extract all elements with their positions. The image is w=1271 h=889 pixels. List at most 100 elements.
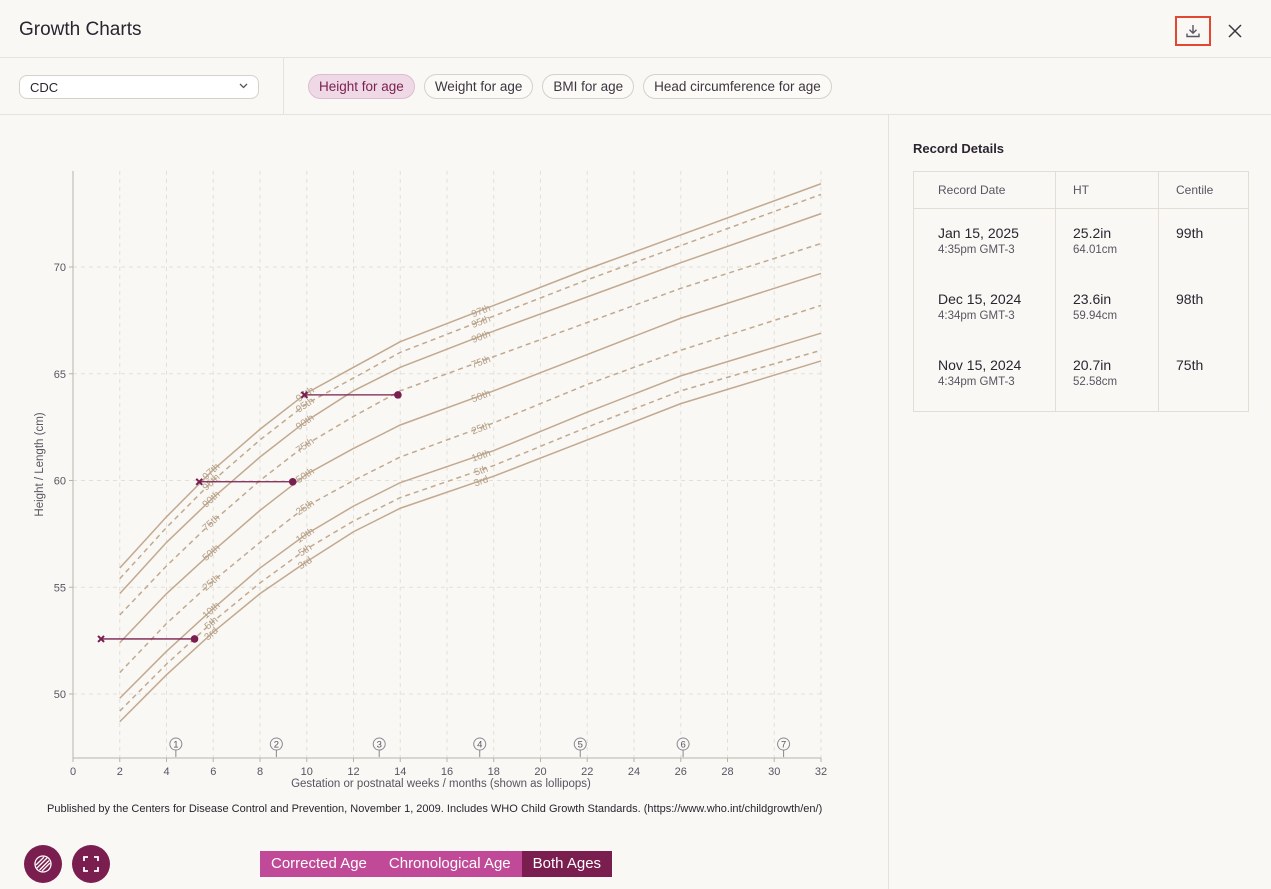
centile-label: 75th [294, 436, 316, 456]
y-axis-title: Height / Length (cm) [34, 412, 46, 516]
month-lollipop-label: 1 [173, 740, 178, 751]
y-tick-label: 70 [54, 262, 66, 274]
pattern-toggle-button[interactable] [24, 845, 62, 883]
centile-line-25th [119, 304, 822, 674]
centile-label: 10th [294, 526, 316, 546]
fullscreen-button[interactable] [72, 845, 110, 883]
centile-line-50th [119, 272, 822, 644]
growth-standard-select[interactable]: CDC [19, 75, 259, 99]
x-tick-label: 6 [210, 766, 216, 778]
y-tick-label: 55 [54, 582, 66, 594]
record-date-cell: Dec 15, 2024 4:34pm GMT-3 [913, 274, 1056, 341]
tab-head-circumference-for-age[interactable]: Head circumference for age [643, 74, 832, 99]
x-tick-label: 30 [768, 766, 780, 778]
chart-source-note: Published by the Centers for Disease Con… [47, 803, 823, 815]
corrected-age-point [300, 391, 309, 399]
chronological-age-point [190, 635, 199, 643]
download-button[interactable] [1175, 16, 1211, 46]
both-ages-button[interactable]: Both Ages [521, 851, 613, 877]
centile-label: 90th [294, 413, 316, 433]
age-mode-toggle: Corrected Age Chronological Age Both Age… [260, 851, 613, 877]
month-lollipop-head [676, 737, 690, 751]
centile-line-75th [119, 242, 822, 616]
page-title: Growth Charts [19, 19, 142, 40]
record-date: Jan 15, 2025 [938, 225, 1019, 241]
x-tick-label: 22 [581, 766, 593, 778]
record-time: 4:35pm GMT-3 [938, 244, 1015, 256]
tab-weight-for-age[interactable]: Weight for age [423, 74, 534, 99]
month-lollipop-head [372, 737, 386, 751]
centile-label: 75th [201, 513, 223, 534]
centile-cell: 99th [1158, 208, 1249, 275]
centile-line-5th [119, 349, 822, 712]
table-row[interactable]: Jan 15, 2025 4:35pm GMT-3 25.2in 64.01cm 9… [913, 208, 1249, 275]
x-tick-label: 18 [488, 766, 500, 778]
centile-label: 50th [470, 388, 492, 405]
height-cm: 59.94cm [1073, 309, 1118, 322]
x-tick-label: 24 [628, 766, 640, 778]
hatch-pattern-icon [34, 855, 52, 873]
month-lollipop-head [169, 737, 183, 751]
height-inches: 20.7in [1073, 356, 1112, 373]
column-header-record-date: Record Date [913, 171, 1056, 209]
corrected-age-button[interactable]: Corrected Age [260, 851, 378, 877]
column-header-ht: HT [1055, 171, 1159, 209]
growth-standard-value: CDC [30, 80, 59, 95]
y-tick-label: 60 [54, 476, 66, 488]
x-tick-label: 26 [675, 766, 687, 778]
chart-type-tabs: Height for age Weight for age BMI for ag… [308, 74, 832, 99]
corrected-age-point [195, 478, 203, 486]
centile-line-10th [119, 332, 822, 699]
x-tick-label: 10 [301, 766, 313, 778]
panel-divider [888, 115, 889, 889]
chronological-age-point [394, 391, 402, 399]
height-inches: 25.2in [1073, 225, 1112, 241]
centile-label: 5th [473, 464, 490, 479]
x-tick-label: 28 [721, 766, 733, 778]
x-tick-label: 20 [534, 766, 546, 778]
record-time: 4:34pm GMT-3 [938, 375, 1015, 388]
y-tick-label: 65 [54, 369, 66, 381]
chronological-age-button[interactable]: Chronological Age [377, 851, 522, 877]
x-tick-label: 32 [815, 766, 827, 778]
month-lollipop-head [777, 737, 791, 751]
height-inches: 23.6in [1073, 290, 1112, 307]
column-header-centile: Centile [1158, 171, 1249, 209]
month-lollipop-label: 7 [781, 740, 786, 751]
x-axis-title: Gestation or postnatal weeks / months (s… [291, 778, 591, 790]
height-cell: 25.2in 64.01cm [1055, 208, 1159, 275]
chronological-age-point [288, 477, 297, 486]
table-row[interactable]: Dec 15, 2024 4:34pm GMT-3 23.6in 59.94cm 9… [913, 274, 1249, 341]
table-row[interactable]: Nov 15, 2024 4:34pm GMT-3 20.7in 52.58cm 7… [913, 340, 1249, 412]
month-lollipop-head [269, 737, 283, 751]
month-lollipop-head [573, 737, 587, 751]
height-cm: 64.01cm [1073, 244, 1118, 256]
month-lollipop-label: 6 [680, 740, 685, 751]
tab-height-for-age[interactable]: Height for age [308, 74, 415, 99]
x-tick-label: 4 [163, 766, 169, 778]
x-tick-label: 0 [70, 766, 76, 778]
record-time: 4:34pm GMT-3 [938, 309, 1015, 322]
x-tick-label: 8 [257, 766, 263, 778]
record-date: Dec 15, 2024 [938, 290, 1022, 307]
record-details-table: Record Date HT Centile Jan 15, 2025 4:35p… [913, 171, 1249, 412]
expand-icon [83, 856, 99, 872]
chevron-down-icon [239, 83, 248, 89]
record-date-cell: Nov 15, 2024 4:34pm GMT-3 [913, 340, 1056, 412]
modal-header: Growth Charts [0, 0, 1271, 58]
month-lollipop-head [473, 737, 487, 751]
toolbar-divider [283, 58, 284, 115]
centile-label: 10th [470, 448, 492, 465]
close-button[interactable] [1223, 19, 1247, 43]
centile-label: 75th [470, 354, 492, 371]
centile-label: 3rd [296, 555, 314, 572]
x-tick-label: 12 [347, 766, 359, 778]
growth-chart: 0 2 4 6 8 10 12 14 16 18 20 22 24 26 28 30 325055606570G… [34, 170, 827, 790]
corrected-age-point [97, 635, 105, 643]
tab-bmi-for-age[interactable]: BMI for age [542, 74, 635, 99]
record-date: Nov 15, 2024 [938, 356, 1022, 373]
centile-label: 50th [294, 466, 316, 486]
chart-panel: 0 2 4 6 8 10 12 14 16 18 20 22 24 26 28 30 32 50 55 60 65 70 G… [0, 115, 888, 889]
month-lollipop-label: 5 [578, 740, 583, 751]
x-tick-label: 2 [117, 766, 123, 778]
